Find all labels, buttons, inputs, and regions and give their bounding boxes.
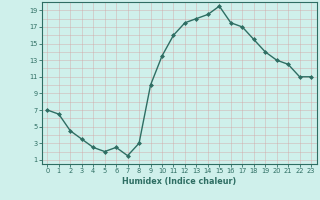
X-axis label: Humidex (Indice chaleur): Humidex (Indice chaleur) xyxy=(122,177,236,186)
